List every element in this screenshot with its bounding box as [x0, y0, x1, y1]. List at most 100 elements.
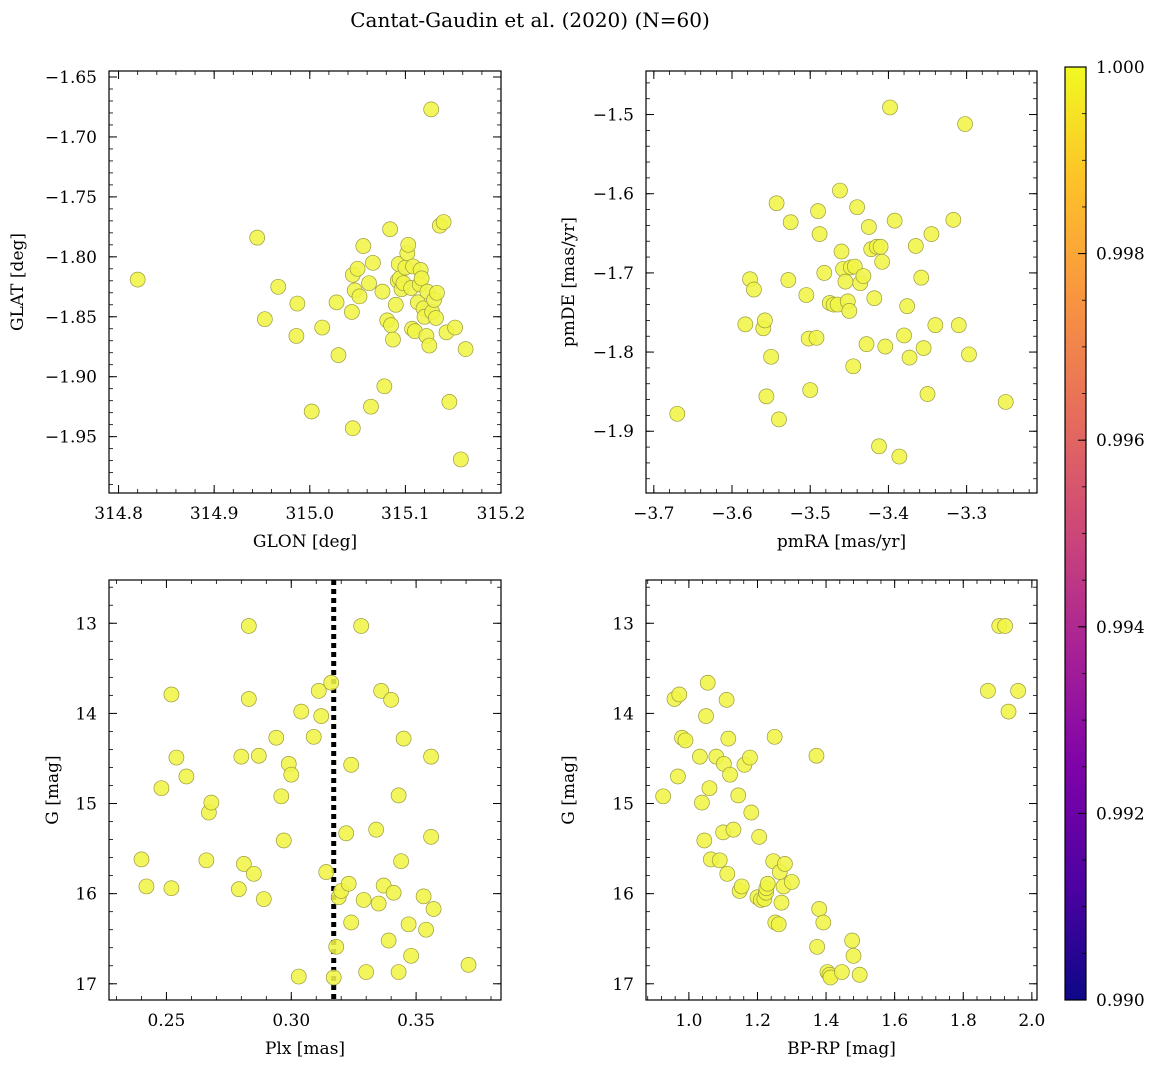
scatter-point	[816, 265, 833, 281]
scatter-point	[283, 766, 300, 783]
scatter-point	[891, 448, 908, 465]
scatter-point	[980, 683, 996, 699]
scatter-point	[168, 749, 185, 766]
scatter-point	[815, 914, 832, 931]
x-tick-label: 315.2	[477, 504, 526, 524]
scatter-point	[358, 964, 375, 980]
y-axis-label: G [mag]	[43, 755, 63, 824]
scatter-point	[882, 99, 898, 116]
scatter-point	[460, 956, 477, 973]
scatter-point	[798, 287, 815, 303]
scatter-point	[773, 894, 790, 911]
y-axis-label: G [mag]	[559, 755, 579, 824]
scatter-point	[163, 686, 180, 703]
figure-title: Cantat-Gaudin et al. (2020) (N=60)	[350, 8, 710, 32]
y-axis-label: GLAT [deg]	[8, 233, 28, 331]
x-tick-label: 315.1	[381, 504, 430, 524]
scatter-point	[178, 768, 195, 785]
y-tick-label: 13	[75, 614, 97, 634]
scatter-point	[725, 821, 742, 838]
y-tick-label: −1.95	[45, 428, 97, 448]
scatter-point	[997, 394, 1014, 410]
x-tick-label: 0.25	[147, 1011, 185, 1031]
colorbar-tick-label: 0.994	[1096, 618, 1145, 638]
scatter-point	[758, 388, 775, 405]
scatter-point	[249, 229, 266, 246]
y-tick-label: −1.70	[45, 128, 97, 148]
scatter-point	[361, 275, 377, 292]
y-tick-label: −1.9	[593, 422, 634, 442]
scatter-panel-2: −3.7 −3.6 −3.5 −3.4 −3.3 −1.5 −1.6 −1.7 −1.8 −1.9…	[559, 70, 1038, 552]
scatter-point	[768, 195, 785, 212]
scatter-point	[699, 674, 716, 691]
scatter-point	[719, 865, 736, 882]
scatter-point	[733, 878, 750, 895]
scatter-point	[355, 892, 372, 908]
scatter-point	[1000, 703, 1017, 720]
scatter-point	[874, 253, 891, 270]
scatter-point	[290, 968, 307, 985]
x-tick-label: 1.6	[881, 1011, 908, 1031]
scatter-point	[428, 310, 444, 326]
scatter-point	[927, 317, 944, 334]
x-axis-label: Plx [mas]	[265, 1039, 345, 1059]
x-tick-label: −3.6	[711, 504, 752, 524]
scatter-point	[849, 199, 865, 216]
scatter-point	[368, 821, 385, 838]
scatter-point	[770, 916, 787, 933]
scatter-point	[330, 347, 347, 363]
scatter-point	[343, 914, 360, 931]
scatter-point	[809, 938, 825, 955]
scatter-point	[1010, 683, 1026, 699]
axes-frame	[108, 70, 502, 494]
scatter-point	[957, 116, 973, 132]
colorbar-tick-label: 0.998	[1096, 245, 1145, 265]
scatter-point	[380, 932, 397, 949]
scatter-point	[423, 829, 439, 845]
scatter-point	[383, 317, 399, 334]
y-tick-label: −1.80	[45, 248, 97, 268]
y-tick-label: 17	[612, 975, 634, 995]
x-tick-label: 1.0	[675, 1011, 702, 1031]
axes-frame	[645, 579, 1038, 1001]
scatter-point	[129, 271, 146, 288]
scatter-point	[435, 214, 452, 230]
scatter-point	[691, 748, 708, 765]
scatter-point	[385, 331, 401, 348]
scatter-point	[198, 852, 215, 869]
scatter-point	[782, 214, 799, 231]
scatter-point	[415, 888, 432, 905]
scatter-point	[746, 281, 762, 298]
scatter-point	[363, 398, 379, 415]
scatter-point	[701, 780, 718, 797]
scatter-point	[373, 683, 390, 699]
x-tick-label: −3.4	[868, 504, 909, 524]
x-tick-label: −3.3	[946, 504, 987, 524]
x-tick-label: 0.30	[272, 1011, 310, 1031]
scatter-point	[343, 304, 360, 320]
y-tick-label: −1.75	[45, 188, 97, 208]
scatter-point	[833, 964, 850, 980]
x-tick-label: 314.8	[94, 504, 143, 524]
scatter-point	[275, 832, 292, 849]
y-tick-label: −1.8	[593, 343, 634, 363]
scatter-point	[919, 386, 936, 402]
scatter-point	[945, 211, 962, 228]
scatter-point	[441, 394, 458, 410]
scatter-point	[871, 438, 887, 455]
y-tick-label: −1.5	[593, 106, 634, 126]
y-tick-label: 16	[612, 885, 634, 905]
scatter-point	[343, 756, 360, 773]
scatter-point	[418, 921, 434, 938]
scatter-point	[845, 358, 862, 375]
scatter-point	[425, 901, 442, 917]
y-tick-label: −1.65	[45, 68, 97, 88]
x-tick-label: 315.0	[285, 504, 334, 524]
scatter-point	[273, 788, 290, 805]
colorbar-tick-label: 0.992	[1096, 804, 1145, 824]
y-tick-label: 14	[75, 704, 97, 724]
scatter-point	[811, 226, 828, 242]
scatter-point	[802, 382, 819, 398]
scatter-point	[325, 969, 342, 986]
scatter-point	[370, 895, 387, 912]
